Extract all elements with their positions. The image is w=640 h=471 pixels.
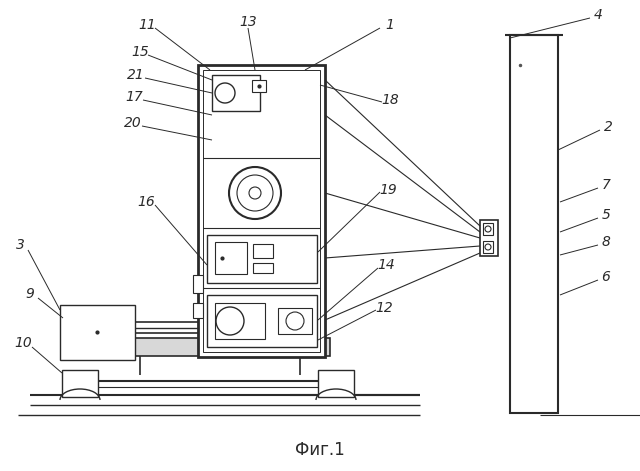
Text: 15: 15 [131, 45, 149, 59]
Bar [115, 338, 330, 356]
Circle shape [249, 187, 261, 199]
Text: 8: 8 [602, 235, 611, 249]
Text: Фиг.1: Фиг.1 [295, 441, 345, 459]
Text: 12: 12 [375, 301, 393, 315]
Bar [480, 220, 498, 256]
Text: 10: 10 [14, 336, 32, 350]
Bar [318, 370, 354, 397]
Bar [483, 223, 493, 235]
Circle shape [237, 175, 273, 211]
Text: 9: 9 [26, 287, 35, 301]
Bar [510, 35, 558, 413]
Text: 6: 6 [602, 270, 611, 284]
Circle shape [229, 167, 281, 219]
Text: 17: 17 [125, 90, 143, 104]
Bar [212, 75, 260, 111]
Bar [198, 65, 325, 357]
Bar [207, 235, 317, 283]
Text: 5: 5 [602, 208, 611, 222]
Circle shape [286, 312, 304, 330]
Bar [215, 242, 247, 274]
Text: 7: 7 [602, 178, 611, 192]
Text: 16: 16 [137, 195, 155, 209]
Circle shape [215, 83, 235, 103]
Text: 2: 2 [604, 120, 612, 134]
Text: 19: 19 [379, 183, 397, 197]
Bar [193, 303, 203, 318]
Bar [483, 241, 493, 253]
Bar [203, 70, 320, 352]
Text: 21: 21 [127, 68, 145, 82]
Text: 13: 13 [239, 15, 257, 29]
Text: 1: 1 [385, 18, 394, 32]
Bar [62, 370, 98, 397]
Bar [193, 275, 203, 293]
Bar [253, 244, 273, 258]
Text: 14: 14 [377, 258, 395, 272]
Bar [278, 308, 312, 334]
Circle shape [216, 307, 244, 335]
Text: 11: 11 [138, 18, 156, 32]
Text: 20: 20 [124, 116, 142, 130]
Circle shape [485, 226, 491, 232]
Circle shape [485, 244, 491, 250]
Text: 18: 18 [381, 93, 399, 107]
Bar [253, 263, 273, 273]
Text: 4: 4 [593, 8, 602, 22]
Bar [60, 305, 135, 360]
Bar [207, 295, 317, 347]
Bar [215, 303, 265, 339]
Bar [252, 80, 266, 92]
Text: 3: 3 [15, 238, 24, 252]
